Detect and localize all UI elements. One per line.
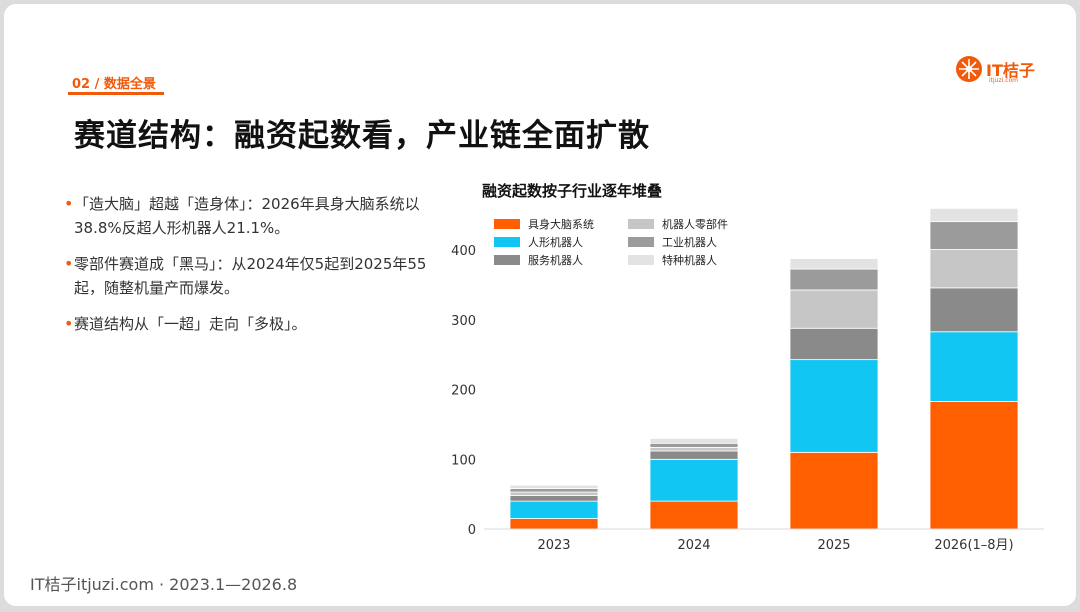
legend-label: 特种机器人	[662, 253, 717, 267]
bar-segment	[789, 327, 879, 361]
bullet-dot-icon: •	[64, 314, 74, 333]
bar-segment	[649, 447, 739, 452]
stacked-bar-chart: 0 100 200 300 400 2023 2024 2025 2026(1–8月) 具身大脑系…	[451, 207, 1044, 553]
bar-segment	[929, 221, 1019, 250]
bullet-item: • 零部件赛道成「黑马」：从2024年仅5起到2025年55起，随整机量产而爆发。	[64, 252, 438, 300]
bar-segment	[509, 491, 599, 496]
y-tick-label: 200	[451, 384, 476, 399]
bar-segment	[929, 249, 1019, 289]
section-tag-underline	[68, 92, 164, 95]
bar-segment	[649, 442, 739, 448]
bullet-dot-icon: •	[64, 194, 74, 213]
legend-swatch	[494, 255, 520, 265]
bar-segment	[649, 450, 739, 460]
bar-segment	[649, 458, 739, 502]
y-tick-label: 400	[451, 244, 476, 259]
y-tick-label: 100	[451, 453, 476, 468]
bar-segment	[929, 287, 1019, 333]
bar-segment	[789, 451, 879, 530]
bar-segment	[929, 401, 1019, 530]
bar-segment	[509, 500, 599, 519]
y-tick-label: 300	[451, 314, 476, 329]
logo-subtext: itjuzi.com	[989, 77, 1019, 84]
bullet-item: • 赛道结构从「一超」走向「多极」。	[64, 312, 438, 336]
bar-segment	[929, 207, 1019, 223]
x-tick-label: 2026(1–8月)	[934, 538, 1013, 553]
bullet-item: • 「造大脑」超越「造身体」：2026年具身大脑系统以38.8%反超人形机器人21…	[64, 192, 438, 240]
x-tick-label: 2023	[537, 538, 570, 553]
x-tick-label: 2024	[677, 538, 710, 553]
orange-slice-icon	[956, 56, 982, 82]
bar-segment	[929, 331, 1019, 402]
legend-label: 工业机器人	[662, 235, 717, 249]
bar-segment	[789, 258, 879, 270]
legend-swatch	[494, 237, 520, 247]
legend-swatch	[494, 219, 520, 229]
bar-segment	[649, 437, 739, 444]
bar-segment	[509, 518, 599, 530]
legend-swatch	[628, 255, 654, 265]
bar-segment	[509, 484, 599, 489]
bullet-text: 零部件赛道成「黑马」：从2024年仅5起到2025年55起，随整机量产而爆发。	[74, 255, 427, 297]
bar-segment	[509, 495, 599, 502]
y-tick-label: 0	[468, 523, 476, 538]
bar-segment	[789, 289, 879, 329]
legend-swatch	[628, 219, 654, 229]
footer-source: IT桔子itjuzi.com · 2023.1—2026.8	[30, 575, 298, 594]
legend-label: 机器人零部件	[662, 217, 728, 231]
x-tick-label: 2025	[817, 538, 850, 553]
bar-segment	[789, 359, 879, 453]
bullet-text: 赛道结构从「一超」走向「多极」。	[74, 315, 307, 333]
logo-text: IT桔子	[986, 61, 1035, 80]
slide: 02 / 数据全景 赛道结构：融资起数看，产业链全面扩散 IT桔子 itjuzi…	[4, 4, 1076, 606]
bar-segment	[789, 268, 879, 291]
legend-label: 服务机器人	[528, 253, 583, 267]
legend-label: 人形机器人	[528, 235, 583, 249]
bullet-dot-icon: •	[64, 254, 74, 273]
bullet-list: • 「造大脑」超越「造身体」：2026年具身大脑系统以38.8%反超人形机器人21…	[64, 192, 438, 348]
itjuzi-logo: IT桔子 itjuzi.com	[956, 56, 1046, 86]
legend-label: 具身大脑系统	[528, 217, 594, 231]
section-tag: 02 / 数据全景	[72, 77, 156, 92]
page-title: 赛道结构：融资起数看，产业链全面扩散	[74, 118, 650, 154]
bullet-text: 「造大脑」超越「造身体」：2026年具身大脑系统以38.8%反超人形机器人21.…	[74, 195, 420, 237]
bar-segment	[509, 488, 599, 493]
bar-segment	[649, 500, 739, 530]
chart-title: 融资起数按子行业逐年堆叠	[482, 182, 663, 200]
legend-swatch	[628, 237, 654, 247]
